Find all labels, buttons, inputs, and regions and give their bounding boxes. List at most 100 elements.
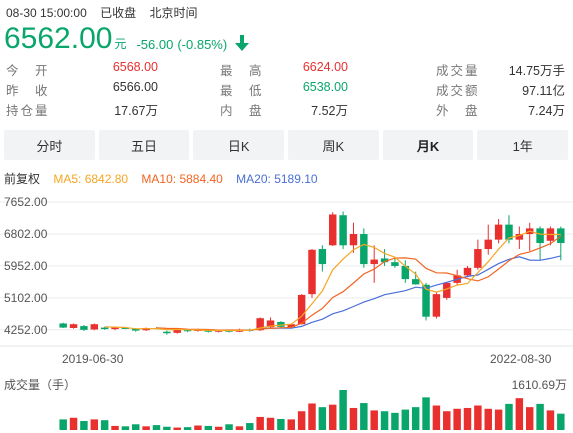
y-tick-label: 6802.00 (4, 227, 48, 241)
volume-bar (411, 407, 420, 430)
quote-row: 昨 收 6566.00 最 低 6538.00 成交额 97.11亿 (0, 78, 573, 98)
candle-body (80, 326, 88, 330)
volume-bar (80, 421, 88, 430)
volume-bar (100, 420, 109, 430)
volume-bar (142, 426, 150, 430)
high-value: 6624.00 (302, 60, 348, 74)
candle-body (432, 294, 441, 317)
candle-body (484, 239, 492, 250)
ma20-line (260, 255, 561, 330)
candle-body (59, 323, 67, 328)
candle-body (515, 234, 524, 240)
tab-daily-k[interactable]: 日K (193, 130, 285, 160)
inner-value: 7.52万 (311, 104, 348, 118)
volume-bar (401, 409, 410, 430)
candle-body (401, 265, 410, 280)
volume-bar (163, 426, 171, 430)
tab-five-day[interactable]: 五日 (98, 130, 190, 160)
volume-bar (256, 416, 264, 430)
prev-close-value: 6566.00 (112, 80, 158, 94)
candle-body (277, 321, 285, 327)
candle-body (474, 249, 482, 268)
price-unit: 元 (114, 37, 127, 51)
volume-bar (132, 424, 140, 430)
candle-body (121, 327, 130, 329)
candle-body (256, 318, 264, 331)
volume-bar (557, 413, 565, 430)
candle-body (422, 284, 430, 317)
candle-body (349, 234, 358, 246)
quote-time: 08-30 15:00:00 (6, 6, 87, 20)
turnover-label: 成交额 (436, 84, 480, 98)
adjustment-label[interactable]: 前复权 (4, 172, 41, 186)
volume-bar (432, 405, 441, 430)
volume-bar (173, 427, 181, 430)
ma10-line (156, 235, 562, 331)
market-state: 已收盘 (100, 6, 137, 20)
open-label: 今 开 (6, 64, 50, 78)
open-value: 6568.00 (112, 60, 158, 74)
volume-bar (349, 407, 358, 430)
status-bar: 08-30 15:00:00 已收盘 北京时间 (6, 4, 207, 21)
volume-bar (370, 410, 378, 430)
tab-one-year[interactable]: 1年 (477, 130, 569, 160)
kline-chart[interactable]: 7652.00 6802.00 5952.00 5102.00 4252.00 2019-… (0, 190, 573, 433)
volume-bar (152, 425, 161, 430)
volume-bar (204, 425, 213, 430)
low-value: 6538.00 (302, 80, 348, 94)
volume-bar (380, 411, 389, 430)
down-arrow-icon (235, 35, 250, 51)
candle-body (69, 324, 78, 328)
volume-bar (90, 419, 99, 430)
tab-intraday[interactable]: 分时 (4, 130, 95, 160)
volume-bar (494, 409, 503, 430)
volume-bar (69, 417, 78, 430)
inner-label: 内 盘 (220, 104, 264, 118)
candle-body (297, 294, 306, 325)
volume-chart-label: 成交量（手） (4, 378, 77, 392)
volume-bar (266, 417, 275, 430)
y-tick-label: 5952.00 (4, 259, 48, 273)
candle-body (308, 249, 316, 295)
volume-bar (453, 408, 461, 430)
candle-body (463, 267, 472, 276)
outer-label: 外 盘 (436, 104, 480, 118)
volume-bar (339, 390, 347, 430)
outer-value: 7.24万 (528, 104, 565, 118)
candle-body (411, 279, 420, 285)
period-tabs: 分时 五日 日K 周K 月K 1年 (4, 130, 569, 160)
volume-bar (287, 419, 295, 430)
tab-monthly-k[interactable]: 月K (382, 130, 474, 160)
candle-body (329, 214, 337, 246)
ma10-value: MA10: 5884.40 (141, 172, 223, 186)
y-tick-label: 5102.00 (4, 291, 48, 305)
candle-body (183, 330, 192, 332)
candle-body (391, 262, 399, 266)
price-row: 6562.00 元 -56.00 (-0.85%) (4, 20, 250, 56)
volume-bar (308, 403, 316, 430)
volume-bar (329, 404, 337, 430)
ma20-value: MA20: 5189.10 (236, 172, 318, 186)
candle-body (266, 320, 275, 328)
volume-value: 14.75万手 (508, 64, 565, 78)
volume-bar (525, 407, 534, 430)
last-price: 6562.00 (4, 22, 113, 55)
candle-body (360, 234, 368, 265)
candle-body (494, 224, 503, 240)
ma5-line (104, 230, 561, 332)
tab-weekly-k[interactable]: 周K (288, 130, 379, 160)
price-change-pct: (-0.85%) (177, 37, 228, 52)
candle-body (318, 249, 327, 265)
volume-bar (474, 405, 482, 430)
volume-bar (183, 427, 192, 430)
quote-row: 今 开 6568.00 最 高 6624.00 成交量 14.75万手 (0, 58, 573, 78)
candle-body (163, 331, 171, 334)
ma5-value: MA5: 6842.80 (53, 172, 129, 186)
high-label: 最 高 (220, 64, 264, 78)
candle-body (100, 327, 109, 330)
candle-body (505, 224, 513, 240)
candle-body (90, 324, 99, 330)
volume-bar (277, 418, 285, 430)
volume-bar (422, 397, 430, 430)
volume-bar (59, 419, 67, 430)
